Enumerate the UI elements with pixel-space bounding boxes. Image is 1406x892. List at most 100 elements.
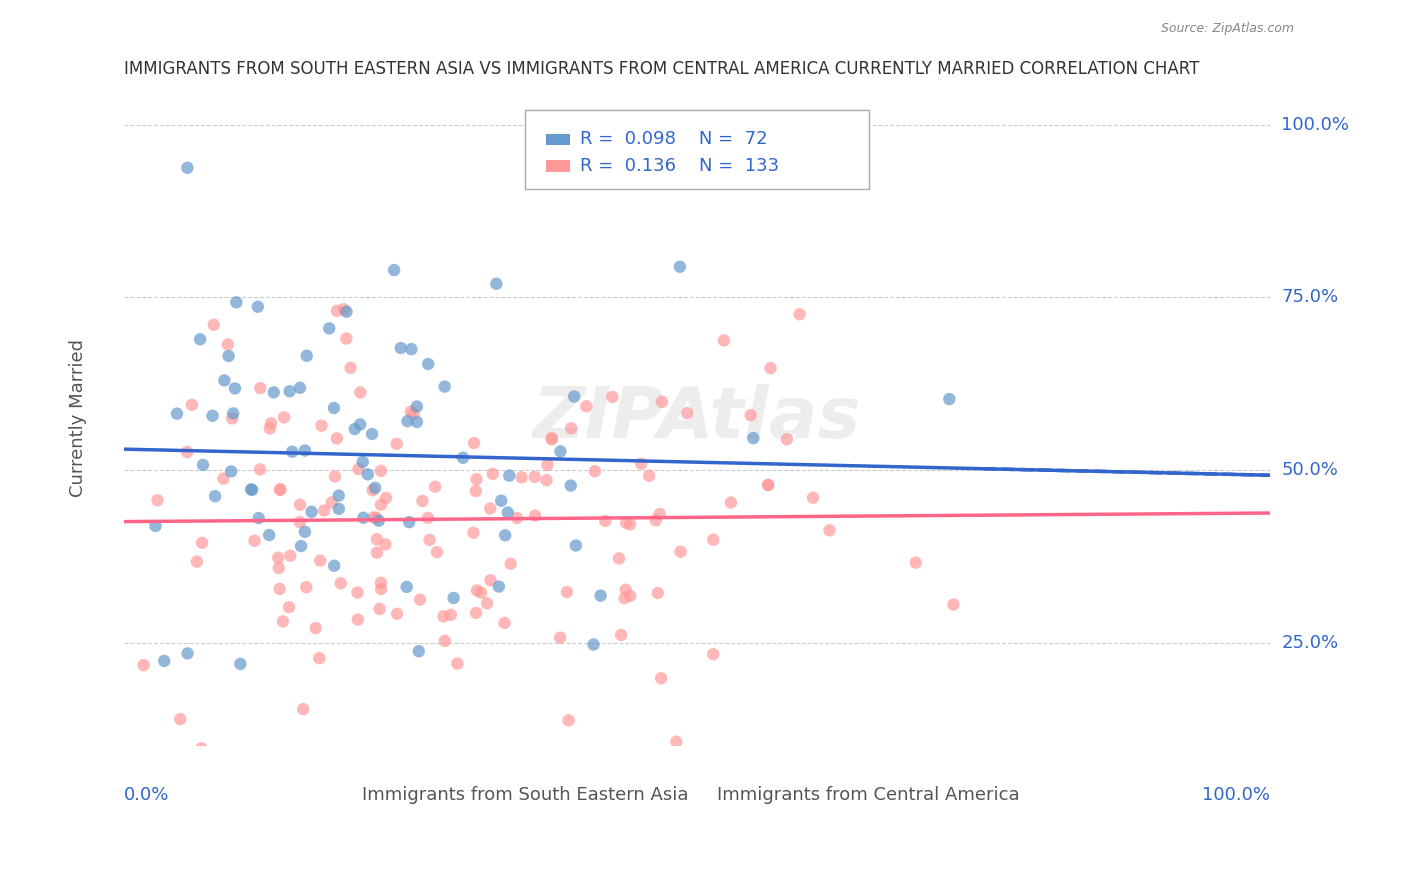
Point — [219, 464, 242, 478]
Point — [364, 481, 387, 495]
Point — [368, 602, 391, 616]
Point — [321, 495, 343, 509]
Point — [367, 514, 389, 528]
Point — [221, 411, 243, 425]
Point — [440, 607, 463, 622]
Point — [583, 464, 606, 478]
Point — [557, 714, 579, 728]
Point — [650, 671, 672, 685]
Point — [789, 307, 811, 321]
Point — [263, 385, 285, 400]
Text: ZIPAtlas: ZIPAtlas — [533, 384, 860, 453]
Point — [419, 533, 441, 547]
Point — [565, 539, 588, 553]
Point — [432, 609, 454, 624]
Point — [375, 491, 398, 505]
Point — [638, 468, 661, 483]
Point — [669, 260, 692, 274]
Point — [776, 432, 799, 446]
Point — [418, 357, 440, 371]
Point — [311, 418, 333, 433]
Point — [318, 321, 340, 335]
Point — [222, 406, 245, 420]
Point — [630, 457, 652, 471]
Point — [191, 536, 214, 550]
Point — [176, 646, 198, 660]
Point — [555, 585, 578, 599]
Point — [260, 417, 283, 431]
Point — [249, 381, 271, 395]
Point — [395, 580, 418, 594]
Point — [479, 501, 502, 516]
Point — [479, 574, 502, 588]
Point — [308, 651, 330, 665]
Point — [204, 489, 226, 503]
Point — [278, 600, 301, 615]
Point — [326, 303, 349, 318]
Point — [267, 561, 290, 575]
Point — [401, 342, 423, 356]
Text: Immigrants from Central America: Immigrants from Central America — [717, 786, 1021, 804]
Point — [190, 741, 212, 756]
Point — [323, 469, 346, 483]
Point — [370, 582, 392, 596]
Point — [402, 407, 425, 421]
Point — [243, 533, 266, 548]
Point — [610, 628, 633, 642]
Point — [295, 580, 318, 594]
Point — [370, 464, 392, 478]
Point — [240, 483, 263, 497]
Point — [335, 332, 357, 346]
Point — [446, 657, 468, 671]
Point — [366, 533, 388, 547]
Point — [169, 712, 191, 726]
Point — [290, 539, 312, 553]
Point — [309, 554, 332, 568]
Point — [217, 337, 239, 351]
Point — [494, 615, 516, 630]
Point — [614, 582, 637, 597]
Point — [465, 472, 488, 486]
Point — [818, 524, 841, 538]
Point — [294, 443, 316, 458]
Point — [349, 385, 371, 400]
Point — [314, 503, 336, 517]
Text: IMMIGRANTS FROM SOUTH EASTERN ASIA VS IMMIGRANTS FROM CENTRAL AMERICA CURRENTLY : IMMIGRANTS FROM SOUTH EASTERN ASIA VS IM… — [124, 60, 1199, 78]
Point — [280, 549, 302, 563]
Point — [249, 462, 271, 476]
Point — [326, 431, 349, 445]
Text: 75.0%: 75.0% — [1281, 288, 1339, 307]
Point — [271, 615, 294, 629]
Point — [363, 510, 385, 524]
Text: 25.0%: 25.0% — [1281, 634, 1339, 652]
Text: R =  0.136    N =  133: R = 0.136 N = 133 — [579, 157, 779, 175]
Point — [613, 591, 636, 606]
Point — [347, 462, 370, 476]
Point — [560, 478, 582, 492]
Point — [589, 589, 612, 603]
Point — [281, 444, 304, 458]
Point — [269, 582, 291, 596]
Point — [201, 409, 224, 423]
Point — [323, 401, 346, 415]
Point — [562, 390, 585, 404]
Point — [651, 395, 673, 409]
Point — [329, 576, 352, 591]
Point — [409, 592, 432, 607]
FancyBboxPatch shape — [524, 110, 869, 189]
Point — [382, 263, 405, 277]
FancyBboxPatch shape — [546, 160, 571, 171]
Point — [288, 381, 311, 395]
Point — [644, 513, 666, 527]
Point — [904, 556, 927, 570]
Point — [145, 519, 167, 533]
Point — [370, 575, 392, 590]
Point — [180, 398, 202, 412]
Text: R =  0.098    N =  72: R = 0.098 N = 72 — [579, 130, 768, 148]
Point — [202, 318, 225, 332]
Point — [224, 381, 246, 395]
Point — [464, 484, 486, 499]
Point — [361, 427, 384, 442]
Point — [433, 379, 456, 393]
Point — [132, 658, 155, 673]
